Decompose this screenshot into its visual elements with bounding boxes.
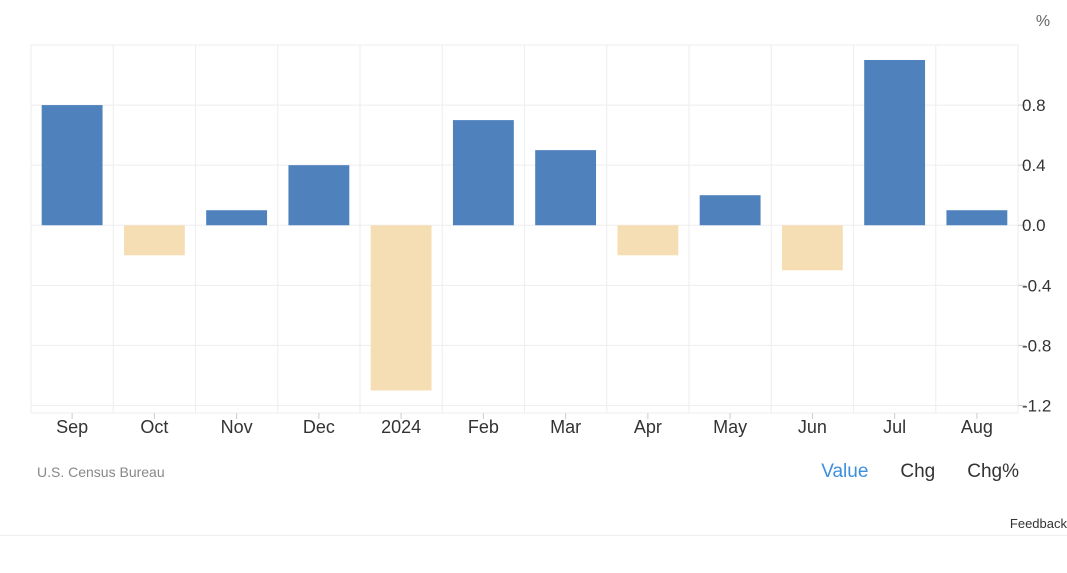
view-toggle: Value Chg Chg% xyxy=(821,461,1019,483)
y-tick-label: 0.0 xyxy=(1022,216,1046,235)
feedback-link[interactable]: Feedback xyxy=(1009,516,1067,531)
y-tick-label: 0.4 xyxy=(1022,156,1046,175)
y-tick-label: -0.8 xyxy=(1022,336,1051,355)
x-tick-label: Apr xyxy=(634,417,662,437)
x-tick-label: Feb xyxy=(468,417,499,437)
bar-jun[interactable] xyxy=(781,225,843,271)
chg-toggle[interactable]: Chg xyxy=(900,461,936,482)
divider xyxy=(0,535,1067,536)
bar-chart: Sep Oct Nov Dec 2024 Feb Mar Apr May Jun Jul Aug 0.… xyxy=(30,13,1051,437)
grid xyxy=(30,44,1026,414)
value-toggle[interactable]: Value xyxy=(821,461,869,482)
bar-2024[interactable] xyxy=(370,225,432,391)
x-tick-label: Oct xyxy=(140,417,168,437)
x-tick-label: Nov xyxy=(221,417,253,437)
y-axis-ticks: 0.8 0.4 0.0 -0.4 -0.8 -1.2 xyxy=(1022,96,1051,415)
x-tick-label: 2024 xyxy=(381,417,421,437)
bar-dec[interactable] xyxy=(288,165,350,226)
bar-nov[interactable] xyxy=(206,210,268,226)
bar-mar[interactable] xyxy=(535,150,597,226)
x-axis-ticks: Sep Oct Nov Dec 2024 Feb Mar Apr May Jun Jul Aug xyxy=(56,413,993,437)
x-tick-label: Dec xyxy=(303,417,335,437)
source-label: U.S. Census Bureau xyxy=(37,464,165,480)
x-tick-label: Aug xyxy=(961,417,993,437)
bar-sep[interactable] xyxy=(41,105,103,226)
y-tick-label: -0.4 xyxy=(1022,276,1051,295)
bar-may[interactable] xyxy=(699,195,761,226)
bar-apr[interactable] xyxy=(617,225,679,256)
bar-aug[interactable] xyxy=(946,210,1008,226)
y-tick-label: 0.8 xyxy=(1022,96,1046,115)
x-tick-label: Jul xyxy=(883,417,906,437)
x-tick-label: May xyxy=(713,417,747,437)
x-tick-label: Mar xyxy=(550,417,581,437)
bars xyxy=(41,60,1008,391)
bar-oct[interactable] xyxy=(123,225,185,256)
bar-feb[interactable] xyxy=(452,120,514,226)
x-tick-label: Jun xyxy=(798,417,827,437)
y-tick-label: -1.2 xyxy=(1022,396,1051,415)
unit-label: % xyxy=(1036,13,1050,30)
x-tick-label: Sep xyxy=(56,417,88,437)
chg-percent-toggle[interactable]: Chg% xyxy=(967,461,1019,482)
bar-jul[interactable] xyxy=(864,60,926,226)
